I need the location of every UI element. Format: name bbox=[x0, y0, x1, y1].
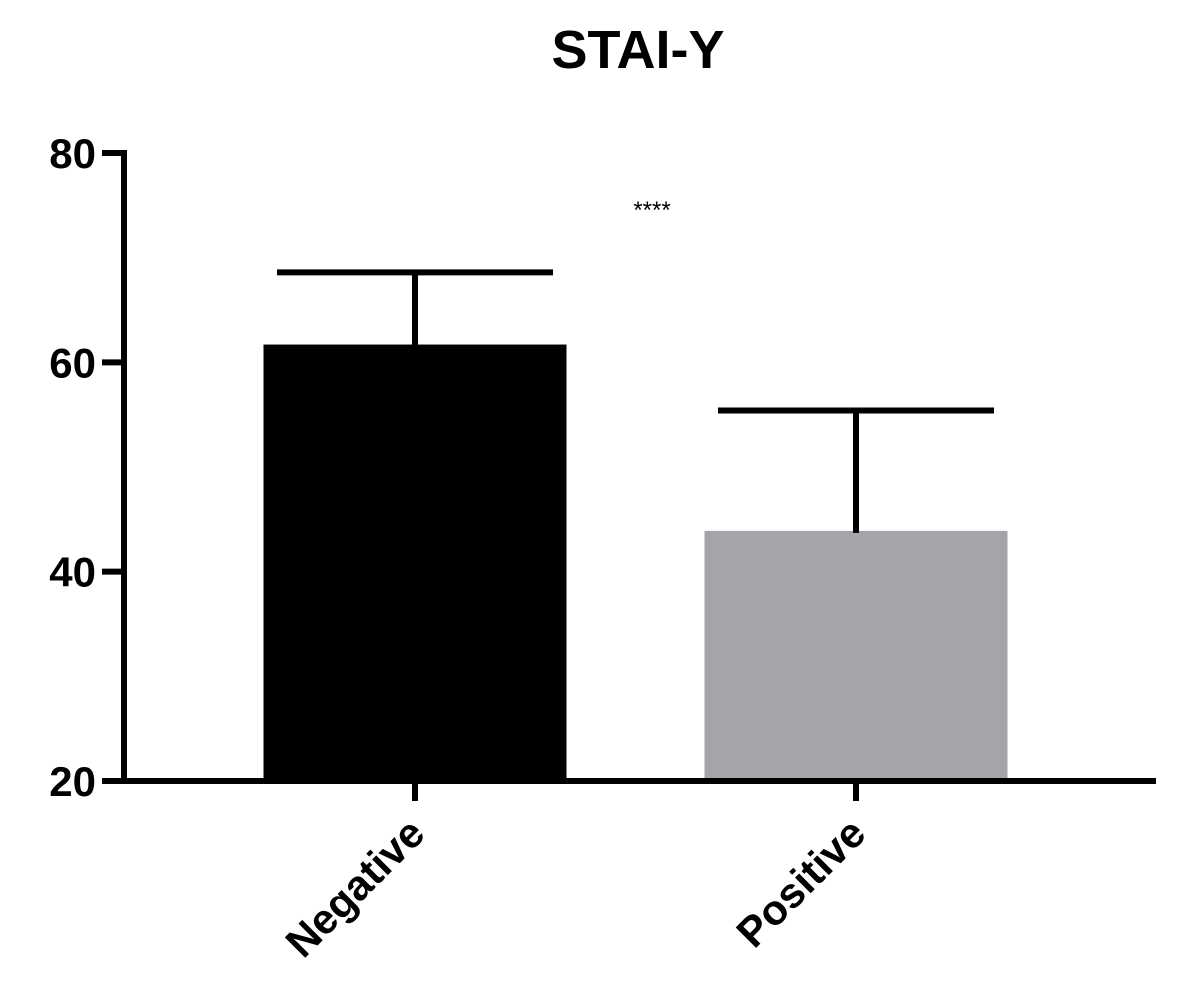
y-tick-label: 20 bbox=[49, 758, 96, 805]
plot-area: 20 40 60 80 Negative Positive **** bbox=[49, 130, 1156, 966]
chart-title: STAI-Y bbox=[552, 20, 725, 80]
y-tick-label: 40 bbox=[49, 549, 96, 596]
y-tick-label: 60 bbox=[49, 339, 96, 386]
bar-positive bbox=[704, 530, 1008, 781]
x-category-label-negative: Negative bbox=[276, 809, 433, 966]
bar-negative bbox=[263, 344, 567, 781]
significance-annotation: **** bbox=[633, 197, 670, 224]
x-category-label-positive: Positive bbox=[727, 809, 874, 956]
y-tick-label: 80 bbox=[49, 130, 96, 177]
